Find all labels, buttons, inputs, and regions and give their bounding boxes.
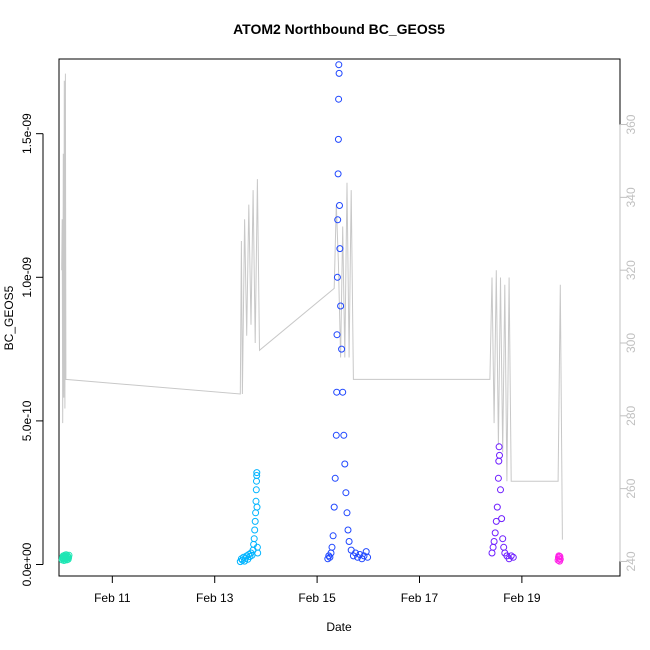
data-point [324, 555, 332, 563]
data-point [252, 486, 260, 494]
data-point [493, 503, 501, 511]
right-tick-label: 340 [624, 187, 638, 207]
data-point [329, 532, 337, 540]
data-point [494, 474, 502, 482]
data-point [334, 170, 342, 178]
data-point [342, 489, 350, 497]
data-point [251, 517, 259, 525]
left-axis: 0.0e+00 5.0e-10 1.0e-09 1.5e-09 [20, 113, 44, 586]
data-point [509, 553, 517, 561]
data-point [251, 526, 259, 534]
data-point [498, 515, 506, 523]
line-series [61, 73, 563, 540]
chart-title: ATOM2 Northbound BC_GEOS5 [233, 21, 445, 37]
temperature-line [61, 73, 563, 540]
data-point [356, 551, 364, 558]
left-tick-label: 5.0e-10 [20, 400, 34, 441]
data-point [488, 549, 496, 557]
right-tick-label: 260 [624, 478, 638, 498]
data-point [328, 543, 336, 551]
right-tick-label: 360 [624, 114, 638, 134]
data-point [250, 535, 258, 543]
y-axis-label: BC_GEOS5 [2, 285, 16, 350]
scatter-series-1 [58, 551, 73, 564]
data-point [495, 457, 503, 465]
data-point [331, 474, 339, 482]
data-point [253, 469, 261, 477]
right-axis: 240 260 280 300 320 340 360 [619, 114, 638, 571]
data-point [489, 543, 497, 551]
data-point [64, 553, 72, 561]
bottom-tick-label: Feb 19 [503, 591, 541, 605]
data-point [248, 551, 256, 559]
data-point [340, 431, 348, 439]
bottom-tick-label: Feb 15 [298, 591, 336, 605]
data-point [345, 538, 353, 545]
right-tick-label: 300 [624, 333, 638, 353]
data-point [556, 553, 564, 560]
data-point [496, 451, 503, 459]
data-point [556, 555, 564, 563]
scatter-series [58, 61, 564, 566]
bottom-tick-label: Feb 11 [94, 591, 131, 605]
left-tick-label: 0.0e+00 [20, 542, 34, 586]
bottom-tick-label: Feb 13 [196, 591, 234, 605]
data-point [253, 477, 260, 485]
scatter-series-4 [488, 443, 517, 563]
data-point [338, 345, 346, 353]
data-point [326, 553, 334, 561]
data-point [344, 526, 352, 534]
data-point [334, 216, 342, 224]
data-point [364, 553, 372, 561]
scatter-series-3 [324, 61, 372, 563]
data-point [352, 549, 359, 557]
data-point [252, 497, 260, 505]
scatter-series-5 [554, 552, 564, 565]
data-point [253, 472, 261, 479]
x-axis-label: Date [326, 620, 352, 634]
right-tick-label: 240 [624, 551, 638, 571]
data-point [499, 535, 507, 543]
data-point [253, 503, 261, 511]
data-point [491, 529, 499, 537]
data-point [339, 388, 347, 396]
data-point [333, 273, 341, 281]
data-point [333, 331, 341, 339]
bottom-axis: Feb 11 Feb 13 Feb 15 Feb 17 Feb 19 [94, 575, 541, 605]
right-tick-label: 320 [624, 260, 638, 280]
data-point [330, 503, 338, 511]
data-point [335, 61, 343, 69]
data-point [334, 135, 342, 143]
data-point [337, 302, 345, 310]
data-point [65, 551, 73, 559]
data-point [360, 552, 368, 560]
scatter-series-2 [236, 469, 262, 566]
left-tick-label: 1.0e-09 [20, 257, 34, 298]
data-point [335, 95, 343, 103]
bottom-tick-label: Feb 17 [401, 591, 439, 605]
data-point [252, 509, 260, 517]
data-point [332, 431, 340, 439]
data-point [333, 388, 341, 396]
data-point [341, 460, 349, 468]
data-point [336, 245, 344, 253]
data-point [490, 538, 498, 545]
data-point [254, 549, 262, 557]
data-point [495, 443, 503, 451]
data-point [492, 517, 500, 525]
data-point [347, 546, 355, 554]
right-tick-label: 280 [624, 405, 638, 425]
data-point [336, 202, 343, 209]
data-point [335, 69, 343, 77]
data-point [500, 543, 508, 551]
data-point [343, 509, 351, 517]
data-point [497, 486, 504, 494]
left-tick-label: 1.5e-09 [20, 113, 34, 154]
